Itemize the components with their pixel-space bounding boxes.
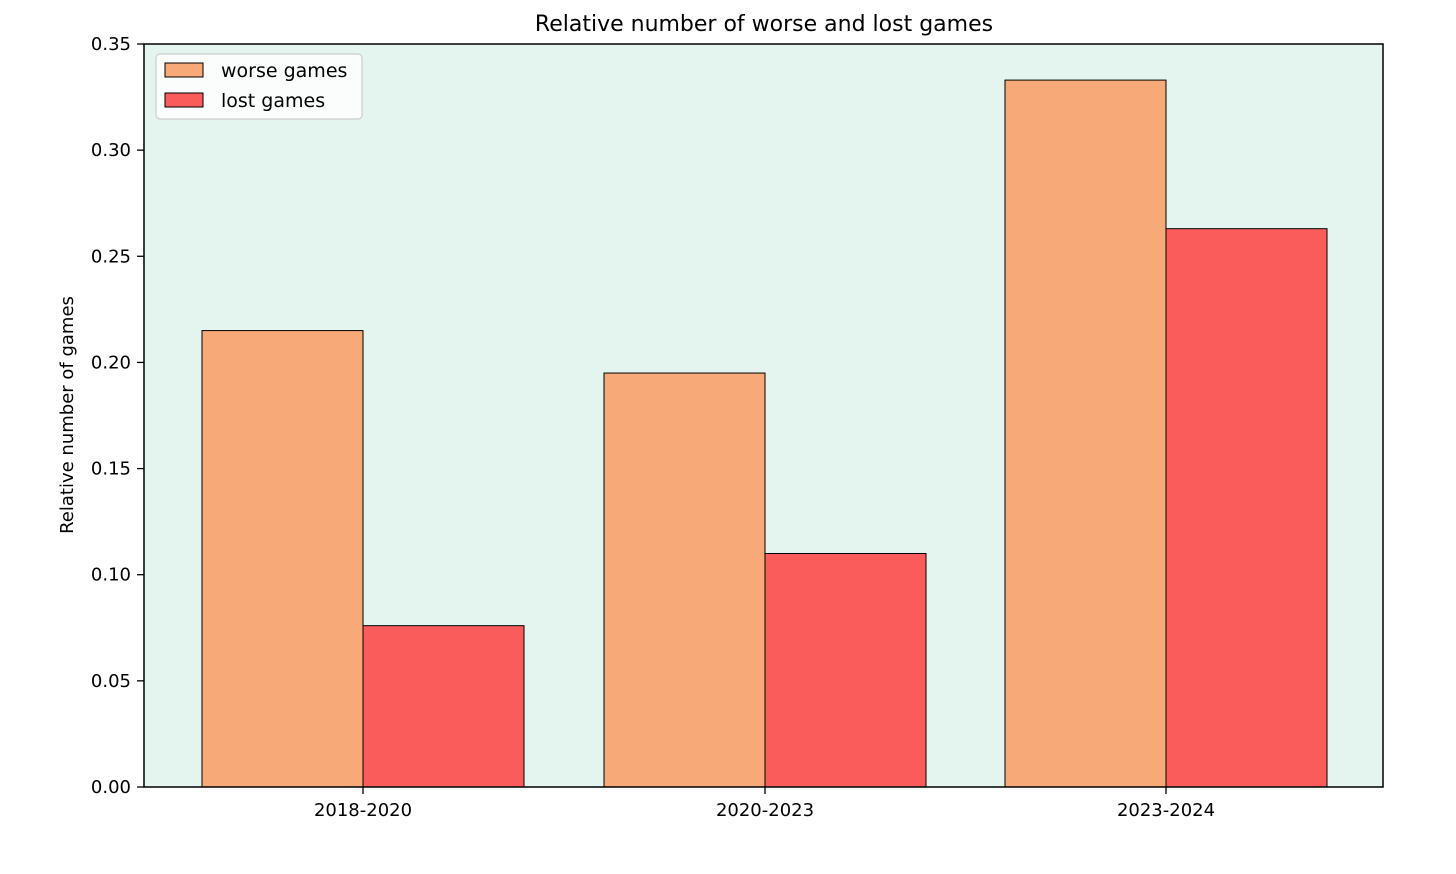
y-axis-ticks: 0.00 0.05 0.10 0.15 0.20 0.25 0.30 0.35 [91, 34, 144, 798]
bar-lost-games-2020-2023 [764, 552, 927, 788]
y-tick-label: 0.20 [91, 352, 131, 373]
legend-box [155, 53, 363, 120]
bar-worse-games-2018-2020 [201, 330, 364, 788]
x-tick-label: 2023-2024 [1117, 800, 1215, 821]
x-axis-ticks: 2018-2020 2020-2023 2023-2024 [314, 787, 1215, 821]
legend-swatch-worse-games [164, 62, 204, 78]
bar-worse-games-2023-2024 [1004, 79, 1167, 788]
bar-worse-games-2020-2023 [603, 372, 766, 788]
x-tick-label: 2020-2023 [716, 800, 814, 821]
legend: worse games lost games [155, 53, 363, 120]
y-axis-label: Relative number of games [57, 296, 78, 534]
plot-frame [143, 43, 1384, 788]
legend-label-lost-games: lost games [221, 90, 325, 112]
bar-lost-games-2018-2020 [362, 625, 525, 788]
bar-lost-games-2023-2024 [1165, 228, 1328, 788]
chart-title: Relative number of worse and lost games [535, 12, 993, 37]
y-tick-label: 0.10 [91, 565, 131, 586]
legend-label-worse-games: worse games [221, 60, 347, 82]
y-tick-label: 0.30 [91, 140, 131, 161]
x-tick-label: 2018-2020 [314, 800, 412, 821]
y-tick-label: 0.15 [91, 459, 131, 480]
legend-swatch-lost-games [164, 92, 204, 108]
y-tick-label: 0.35 [91, 34, 131, 55]
y-tick-label: 0.25 [91, 246, 131, 267]
y-tick-label: 0.05 [91, 671, 131, 692]
bars-group [201, 79, 1328, 788]
y-tick-label: 0.00 [91, 777, 131, 798]
